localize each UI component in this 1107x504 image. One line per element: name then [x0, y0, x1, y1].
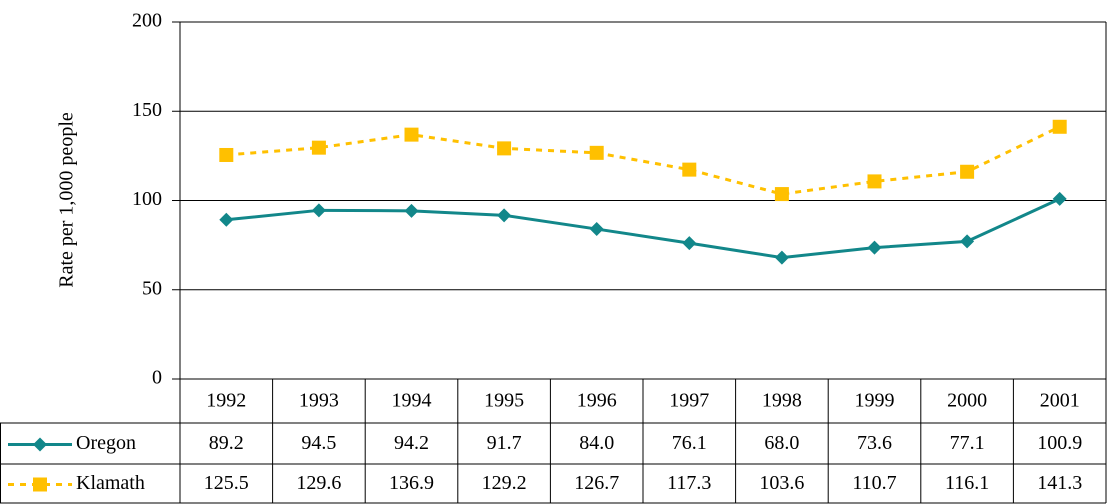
table-value: 94.2 — [394, 432, 429, 454]
x-tick-label: 1996 — [577, 390, 617, 412]
marker — [867, 174, 882, 189]
legend-label: Klamath — [76, 472, 145, 494]
table-value: 91.7 — [487, 432, 522, 454]
marker — [682, 162, 697, 177]
marker — [311, 203, 326, 218]
table-value: 110.7 — [852, 472, 896, 494]
table-value: 77.1 — [950, 432, 985, 454]
table-value: 94.5 — [301, 432, 336, 454]
marker — [774, 250, 789, 265]
series-line — [226, 125, 1061, 196]
marker — [497, 141, 512, 156]
y-tick-label: 0 — [152, 367, 162, 389]
x-tick-label: 2000 — [947, 390, 987, 412]
x-tick-label: 1992 — [206, 390, 246, 412]
y-tick-label: 100 — [132, 188, 162, 210]
marker — [404, 127, 419, 142]
marker — [1052, 119, 1067, 134]
series-line — [226, 197, 1061, 260]
table-value: 103.6 — [759, 472, 804, 494]
y-axis-label: Rate per 1,000 people — [56, 112, 78, 288]
marker — [682, 236, 697, 251]
legend-marker — [33, 437, 47, 452]
x-tick-label: 1995 — [484, 390, 524, 412]
marker — [960, 234, 975, 249]
table-value: 89.2 — [209, 432, 244, 454]
table-value: 126.7 — [574, 472, 619, 494]
x-tick-label: 1997 — [669, 390, 709, 412]
table-value: 100.9 — [1037, 432, 1082, 454]
x-tick-label: 2001 — [1040, 390, 1080, 412]
table-value: 125.5 — [204, 472, 249, 494]
table-value: 76.1 — [672, 432, 707, 454]
marker — [497, 208, 512, 223]
y-tick-label: 50 — [142, 277, 162, 299]
marker — [219, 212, 234, 227]
table-value: 117.3 — [667, 472, 711, 494]
table-value: 68.0 — [764, 432, 799, 454]
table-value: 84.0 — [579, 432, 614, 454]
x-tick-label: 1994 — [392, 390, 432, 412]
legend-label: Oregon — [76, 432, 136, 454]
marker — [219, 147, 234, 162]
x-tick-label: 1993 — [299, 390, 339, 412]
legend-marker — [33, 477, 47, 492]
table-value: 129.6 — [296, 472, 341, 494]
x-tick-label: 1999 — [855, 390, 895, 412]
marker — [311, 140, 326, 155]
marker — [589, 222, 604, 237]
x-tick-label: 1998 — [762, 390, 802, 412]
table-value: 141.3 — [1037, 472, 1082, 494]
y-tick-label: 150 — [132, 99, 162, 121]
marker — [960, 164, 975, 179]
table-value: 129.2 — [482, 472, 527, 494]
marker — [867, 240, 882, 255]
y-tick-label: 200 — [132, 10, 162, 32]
table-value: 73.6 — [857, 432, 892, 454]
marker — [774, 187, 789, 202]
table-value: 116.1 — [945, 472, 989, 494]
table-value: 136.9 — [389, 472, 434, 494]
marker — [589, 145, 604, 160]
marker — [1052, 191, 1067, 206]
marker — [404, 203, 419, 218]
